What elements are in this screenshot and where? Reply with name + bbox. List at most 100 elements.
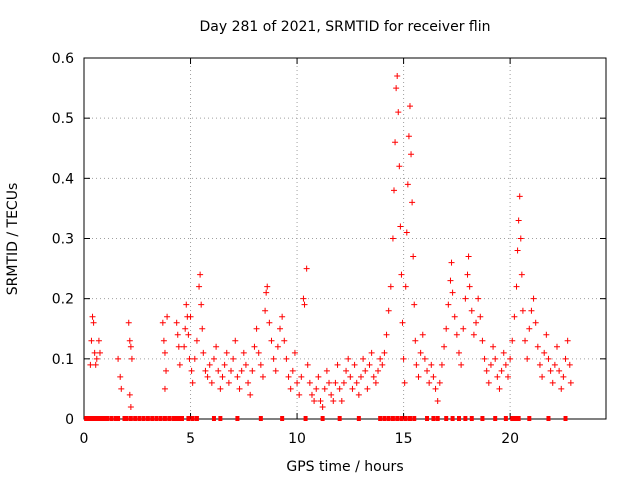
data-point: [362, 367, 369, 374]
data-point-zero: [128, 416, 133, 421]
data-point: [176, 361, 183, 368]
data-point: [298, 373, 305, 380]
x-tick-label: 15: [395, 431, 413, 447]
data-point: [406, 103, 413, 110]
data-point: [448, 259, 455, 266]
data-point-zero: [378, 416, 383, 421]
data-point: [405, 133, 412, 140]
data-point: [257, 361, 264, 368]
data-point: [451, 313, 458, 320]
x-tick-label: 20: [501, 431, 519, 447]
data-point: [492, 355, 499, 362]
data-point-zero: [162, 416, 167, 421]
data-point: [185, 331, 192, 338]
data-point: [475, 295, 482, 302]
data-point: [490, 343, 497, 350]
data-point: [193, 337, 200, 344]
data-point: [219, 373, 226, 380]
data-point: [236, 385, 243, 392]
data-point-zero: [190, 416, 195, 421]
data-point: [441, 343, 448, 350]
data-point: [336, 385, 343, 392]
data-point: [413, 361, 420, 368]
axis-ticks: 0 0.1 0.2 0.3 0.4 0.5 0.6 0 5 10 15 20: [52, 51, 606, 447]
data-point: [127, 343, 134, 350]
data-point: [479, 337, 486, 344]
data-point: [247, 391, 254, 398]
data-point: [421, 355, 428, 362]
data-point: [266, 319, 273, 326]
data-point: [89, 313, 96, 320]
data-point: [213, 343, 220, 350]
data-point-zero: [512, 416, 517, 421]
data-point: [392, 139, 399, 146]
data-point: [372, 379, 379, 386]
data-point: [473, 319, 480, 326]
data-point: [221, 361, 228, 368]
data-point: [253, 325, 260, 332]
data-point: [449, 289, 456, 296]
y-tick-label: 0.3: [52, 232, 74, 248]
data-point-zero: [303, 416, 308, 421]
data-point: [404, 181, 411, 188]
data-point-zero: [218, 416, 223, 421]
data-point: [360, 355, 367, 362]
data-point: [549, 379, 556, 386]
data-point: [483, 367, 490, 374]
data-point: [181, 343, 188, 350]
data-point: [223, 349, 230, 356]
data-point-zero: [84, 416, 89, 421]
data-point: [161, 385, 168, 392]
x-tick-label: 5: [186, 431, 195, 447]
data-point-zero: [493, 416, 498, 421]
data-point: [443, 325, 450, 332]
data-point-zero: [94, 416, 99, 421]
data-point: [191, 355, 198, 362]
data-point: [196, 283, 203, 290]
data-point-zero: [180, 416, 185, 421]
data-point: [357, 373, 364, 380]
data-point: [379, 361, 386, 368]
data-point: [377, 355, 384, 362]
data-point: [126, 391, 133, 398]
data-point: [321, 385, 328, 392]
data-point: [311, 397, 318, 404]
data-point-zero: [194, 416, 199, 421]
data-point: [526, 325, 533, 332]
data-point: [87, 361, 94, 368]
data-point: [401, 379, 408, 386]
data-point: [270, 355, 277, 362]
data-point-zero: [395, 416, 400, 421]
data-point-zero: [175, 416, 180, 421]
data-point: [164, 313, 171, 320]
data-point: [403, 229, 410, 236]
data-point: [279, 313, 286, 320]
data-point-zero: [463, 416, 468, 421]
data-point: [272, 367, 279, 374]
data-point: [432, 385, 439, 392]
data-point: [408, 151, 415, 158]
data-point: [91, 349, 98, 356]
data-point: [519, 307, 526, 314]
data-point: [208, 379, 215, 386]
data-point-zero: [96, 416, 101, 421]
data-point: [183, 301, 190, 308]
data-point: [534, 343, 541, 350]
data-point-zero: [399, 416, 404, 421]
data-point: [249, 367, 256, 374]
data-point: [210, 355, 217, 362]
data-point: [415, 373, 422, 380]
grid: [84, 58, 606, 419]
data-point: [262, 307, 269, 314]
chart-title: Day 281 of 2021, SRMTID for receiver fli…: [200, 19, 491, 35]
data-point: [462, 295, 469, 302]
data-point: [395, 109, 402, 116]
data-point-zero: [133, 416, 138, 421]
data-point: [285, 373, 292, 380]
data-point: [551, 361, 558, 368]
data-point-zero: [527, 416, 532, 421]
data-point: [296, 391, 303, 398]
data-point: [294, 379, 301, 386]
data-point: [522, 337, 529, 344]
